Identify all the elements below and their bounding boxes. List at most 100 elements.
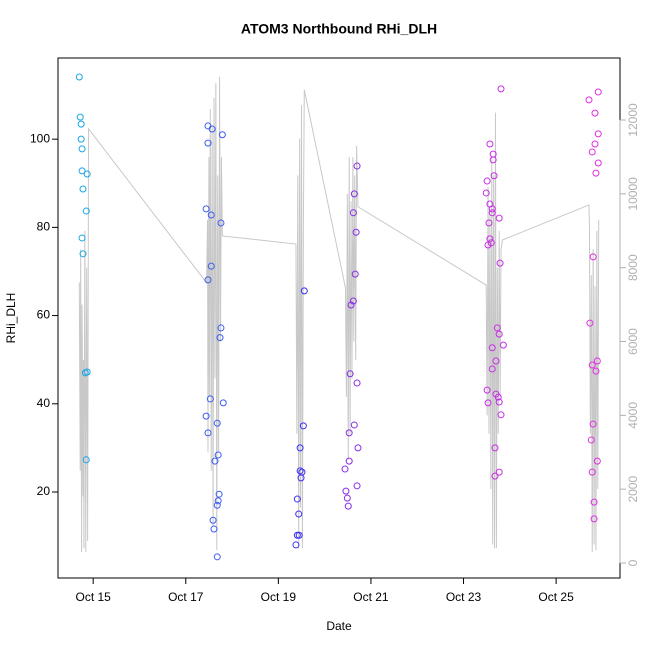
- point: [345, 429, 353, 437]
- point: [83, 170, 91, 178]
- point: [589, 420, 597, 428]
- point: [210, 525, 218, 533]
- point: [214, 451, 222, 459]
- point: [219, 399, 227, 407]
- point: [352, 228, 360, 236]
- point: [491, 472, 499, 480]
- point: [586, 319, 594, 327]
- point: [594, 159, 602, 167]
- point: [587, 436, 595, 444]
- point: [215, 490, 223, 498]
- x-tick-label: Oct 15: [76, 590, 112, 604]
- point: [593, 357, 601, 365]
- point: [484, 399, 492, 407]
- x-tick-label: Oct 25: [538, 590, 574, 604]
- point: [486, 235, 494, 243]
- point: [82, 207, 90, 215]
- point: [344, 502, 352, 510]
- point: [216, 334, 224, 342]
- point: [208, 125, 216, 133]
- point: [489, 156, 497, 164]
- point: [588, 361, 596, 369]
- point: [82, 456, 90, 464]
- point: [345, 457, 353, 465]
- point: [204, 276, 212, 284]
- point: [351, 270, 359, 278]
- point: [350, 421, 358, 429]
- point: [204, 139, 212, 147]
- point: [213, 419, 221, 427]
- y-tick-label: 80: [37, 220, 51, 234]
- point: [488, 205, 496, 213]
- point: [492, 357, 500, 365]
- y2-tick-label: 2000: [626, 476, 640, 503]
- x-tick-label: Oct 19: [261, 590, 297, 604]
- point: [491, 444, 499, 452]
- point: [495, 398, 503, 406]
- point: [293, 531, 301, 539]
- point: [293, 495, 301, 503]
- point: [585, 96, 593, 104]
- point: [78, 145, 86, 153]
- point: [341, 465, 349, 473]
- point: [204, 429, 212, 437]
- point: [354, 444, 362, 452]
- point: [347, 301, 355, 309]
- point: [295, 531, 303, 539]
- point: [213, 553, 221, 561]
- point: [590, 515, 598, 523]
- point: [206, 395, 214, 403]
- point: [300, 287, 308, 295]
- y2-tick-label: 6000: [626, 328, 640, 355]
- point: [77, 120, 85, 128]
- point: [75, 73, 83, 81]
- point: [490, 172, 498, 180]
- point: [78, 234, 86, 242]
- point: [217, 324, 225, 332]
- point: [488, 344, 496, 352]
- point: [353, 162, 361, 170]
- point: [495, 468, 503, 476]
- point: [295, 510, 303, 518]
- y-tick-label: 60: [37, 308, 51, 322]
- chart-title: ATOM3 Northbound RHi_DLH: [241, 21, 437, 37]
- y-axis-label: RHi_DLH: [4, 293, 18, 344]
- point: [349, 209, 357, 217]
- point: [592, 367, 600, 375]
- point: [207, 262, 215, 270]
- x-axis-label: Date: [326, 619, 352, 633]
- point: [487, 239, 495, 247]
- x-tick-label: Oct 21: [353, 590, 389, 604]
- point: [592, 169, 600, 177]
- x-tick-label: Oct 23: [446, 590, 482, 604]
- altitude-line: [78, 76, 600, 552]
- point: [589, 253, 597, 261]
- y-tick-label: 20: [37, 484, 51, 498]
- point: [296, 444, 304, 452]
- point: [342, 487, 350, 495]
- point: [590, 498, 598, 506]
- point: [76, 113, 84, 121]
- point: [594, 88, 602, 96]
- point: [593, 457, 601, 465]
- point: [207, 211, 215, 219]
- y2-tick-label: 4000: [626, 402, 640, 429]
- point: [496, 259, 504, 267]
- point: [214, 497, 222, 505]
- point: [488, 365, 496, 373]
- point: [299, 422, 307, 430]
- point: [218, 131, 226, 139]
- point: [217, 219, 225, 227]
- point: [213, 501, 221, 509]
- point: [495, 214, 503, 222]
- point: [488, 209, 496, 217]
- point: [499, 341, 507, 349]
- point: [211, 457, 219, 465]
- point: [493, 324, 501, 332]
- y2-tick-label: 0: [626, 559, 640, 566]
- x-tick-label: Oct 17: [168, 590, 204, 604]
- point: [497, 411, 505, 419]
- y-tick-label: 100: [30, 131, 50, 145]
- point: [297, 474, 305, 482]
- point: [353, 379, 361, 387]
